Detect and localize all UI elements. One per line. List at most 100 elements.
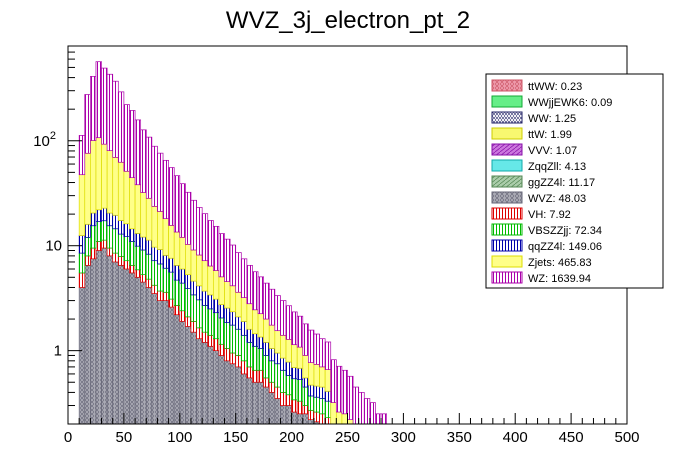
x-tick-label: 200	[279, 429, 304, 446]
bar	[190, 331, 197, 425]
bar	[280, 392, 287, 406]
bar	[263, 377, 270, 388]
bar	[117, 256, 125, 266]
bar	[263, 355, 270, 379]
bar	[84, 152, 91, 225]
bar	[291, 344, 298, 368]
bar	[168, 271, 175, 300]
bar	[235, 291, 242, 318]
bar	[151, 145, 158, 207]
bar	[179, 183, 186, 238]
bar	[302, 377, 309, 388]
bar	[235, 252, 242, 293]
bar	[101, 207, 108, 222]
bar	[257, 348, 264, 371]
bar	[380, 413, 387, 425]
bar	[179, 310, 186, 322]
bar	[285, 405, 292, 425]
legend-entry: qqZZ4l: 149.06	[491, 239, 602, 253]
bar	[274, 295, 281, 332]
bar	[95, 250, 102, 425]
bar	[291, 367, 298, 380]
x-tick-label: 250	[335, 429, 360, 446]
legend-label: Zjets: 465.83	[528, 257, 592, 269]
series-wz	[78, 61, 387, 425]
bar	[190, 321, 197, 333]
bar	[78, 174, 86, 236]
bar	[268, 288, 276, 326]
bar	[252, 381, 259, 425]
legend-entry: Zjets: 465.83	[491, 255, 592, 269]
bar	[330, 402, 337, 425]
bar	[84, 237, 91, 257]
bar	[134, 184, 142, 234]
bar	[252, 333, 259, 347]
bar	[229, 244, 237, 287]
legend-swatch	[491, 111, 523, 124]
bar	[162, 291, 169, 301]
bar	[112, 214, 119, 230]
bar	[324, 417, 332, 425]
bar	[101, 239, 108, 249]
legend-label: ttWW: 0.23	[528, 81, 582, 93]
bar	[280, 405, 287, 425]
bar	[129, 241, 136, 266]
bar	[90, 140, 97, 214]
bar	[162, 300, 169, 425]
bar	[207, 308, 214, 336]
bar	[123, 268, 130, 425]
bar	[106, 255, 114, 425]
bar	[240, 258, 248, 298]
bar	[263, 282, 270, 320]
bar	[134, 233, 142, 247]
bar	[274, 352, 281, 365]
bar	[140, 274, 147, 283]
bar	[196, 207, 203, 256]
bar	[302, 323, 309, 356]
bar	[90, 212, 97, 227]
bar	[145, 136, 153, 199]
bar	[308, 384, 315, 397]
bar	[257, 313, 264, 338]
bar	[129, 264, 136, 274]
bar	[324, 369, 332, 392]
bar	[296, 379, 304, 402]
bar	[291, 311, 298, 346]
histogram-bars	[78, 61, 387, 425]
bar	[129, 272, 136, 425]
bar	[157, 211, 164, 250]
bar	[246, 366, 253, 379]
bar	[112, 157, 119, 216]
bar	[162, 218, 169, 256]
bar	[168, 167, 175, 226]
bar	[330, 359, 337, 403]
bar	[212, 298, 220, 314]
bar	[308, 409, 315, 421]
bar	[313, 411, 320, 423]
bar	[347, 419, 354, 425]
bar	[157, 152, 164, 212]
bar	[196, 254, 203, 287]
bar	[78, 287, 86, 425]
bar	[117, 233, 125, 257]
bar	[201, 341, 209, 425]
legend-swatch	[491, 95, 523, 108]
bar	[274, 330, 281, 354]
bar	[257, 336, 264, 349]
bar	[84, 94, 91, 154]
bar	[252, 345, 259, 371]
bar	[207, 294, 214, 310]
bar	[201, 290, 209, 306]
bar	[218, 233, 225, 278]
bar	[296, 346, 304, 369]
bar	[285, 394, 292, 406]
bar	[252, 369, 259, 383]
legend-swatch	[491, 191, 523, 204]
bar	[246, 341, 253, 368]
bar	[151, 260, 158, 286]
legend-label: WWjjEWK6: 0.09	[528, 97, 612, 109]
bar	[218, 304, 225, 319]
bar	[268, 348, 276, 362]
bar	[196, 285, 203, 301]
